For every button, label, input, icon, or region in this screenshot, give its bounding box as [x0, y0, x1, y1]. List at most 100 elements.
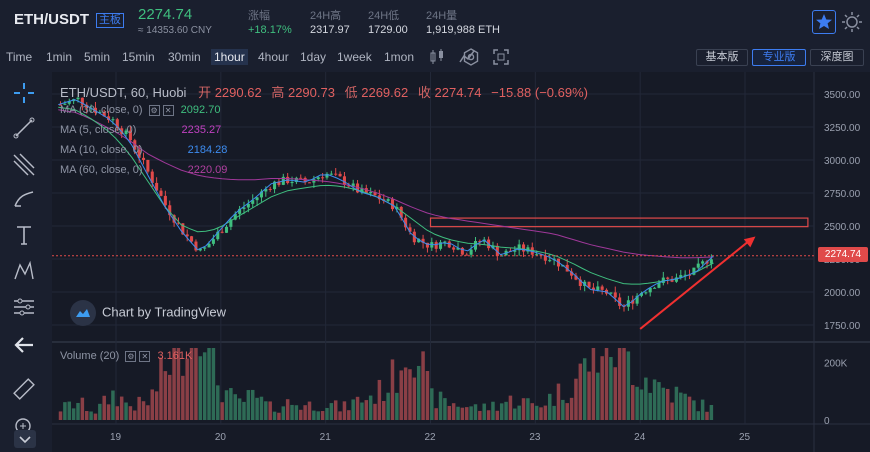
chevron-down-icon[interactable]	[14, 430, 36, 448]
volume-bar	[133, 410, 137, 420]
candle-body	[412, 231, 416, 243]
volume-bar	[250, 389, 255, 420]
trend-line-icon[interactable]	[11, 115, 37, 141]
symbol-label[interactable]: ETH/USDT, 60, Huobi	[60, 85, 187, 100]
candle-body	[513, 250, 517, 252]
candle-body	[351, 183, 355, 187]
board-tag: 主板	[96, 13, 124, 28]
timeframe-4hour[interactable]: 4hour	[258, 50, 289, 64]
timeframe-time[interactable]: Time	[6, 50, 33, 64]
theme-toggle-button[interactable]	[840, 10, 864, 34]
low-label: 低	[344, 85, 358, 100]
volume-bar	[281, 406, 286, 420]
candle-body	[198, 248, 202, 251]
ruler-icon[interactable]	[11, 376, 37, 402]
candle-body	[233, 213, 237, 220]
text-icon[interactable]	[11, 222, 37, 248]
measure-icon[interactable]	[11, 294, 37, 320]
candle-body	[181, 223, 185, 235]
ma30-legend: MA (30, close, 0) ⚙ ✕ 2092.70	[60, 104, 220, 116]
candle-body	[683, 274, 687, 276]
timeframe-1week[interactable]: 1week	[337, 50, 372, 64]
volume-bar	[347, 410, 351, 420]
candle-body	[666, 277, 670, 279]
timeframe-30min[interactable]: 30min	[168, 50, 201, 64]
candle-body	[609, 292, 613, 294]
candle-body	[639, 293, 644, 296]
trend-arrow-head	[743, 236, 756, 248]
volume-bar	[89, 411, 93, 420]
candle-body	[63, 103, 67, 105]
low-24h-label: 24H低	[368, 10, 400, 22]
candle-body	[543, 255, 547, 261]
mode-depth-button[interactable]: 深度图	[810, 49, 864, 66]
chart-area[interactable]: 3500.003250.003000.002750.002500.002250.…	[52, 72, 870, 452]
candle-body	[548, 260, 552, 262]
candle-body	[211, 239, 215, 244]
ma10-label: MA (10, close, 0)	[60, 144, 143, 156]
timeframe-1mon[interactable]: 1mon	[384, 50, 415, 64]
volume-bar	[565, 403, 569, 420]
price-chart[interactable]: 3500.003250.003000.002750.002500.002250.…	[52, 72, 870, 452]
candle-body	[216, 231, 220, 240]
close-icon[interactable]: ✕	[139, 350, 151, 362]
candle-type-icon[interactable]	[428, 48, 446, 66]
price-tick-label: 3250.00	[824, 123, 861, 134]
mode-basic-button[interactable]: 基本版	[696, 49, 748, 66]
tradingview-label: Chart by TradingView	[102, 304, 227, 320]
pitchfork-icon[interactable]	[11, 151, 37, 177]
ma5-label: MA (5, close, 0)	[60, 124, 137, 136]
price-tick-label: 1750.00	[824, 321, 861, 332]
candle-body	[679, 275, 683, 278]
volume-bar	[469, 406, 473, 420]
ma10-value: 2184.28	[187, 144, 228, 156]
volume-bar	[211, 348, 216, 420]
candle-body	[194, 241, 198, 251]
volume-bar	[194, 348, 198, 420]
volume-bar	[696, 411, 701, 420]
close-icon[interactable]: ✕	[162, 104, 174, 116]
volume-bar	[661, 387, 666, 420]
timeframe-1hour[interactable]: 1hour	[211, 49, 248, 65]
candle-body	[251, 200, 255, 204]
volume-bar	[495, 410, 500, 420]
volume-bar	[587, 371, 591, 420]
volume-bar	[652, 379, 657, 420]
arrow-left-icon[interactable]	[11, 332, 37, 358]
volume-bar	[71, 408, 76, 420]
timeframe-1min[interactable]: 1min	[46, 50, 73, 64]
candle-body	[356, 183, 360, 193]
tradingview-branding[interactable]: Chart by TradingView	[70, 300, 226, 326]
volume-bar	[609, 357, 613, 420]
pattern-icon[interactable]	[11, 258, 37, 284]
timeframe-1day[interactable]: 1day	[300, 50, 327, 64]
time-tick-label: 25	[739, 432, 751, 443]
fullscreen-icon[interactable]	[492, 48, 510, 66]
candle-body	[67, 101, 71, 104]
volume-bar	[338, 411, 342, 420]
crosshair-icon[interactable]	[11, 80, 37, 106]
volume-bar	[657, 382, 661, 420]
brush-icon[interactable]	[11, 186, 37, 212]
candle-body	[334, 173, 338, 175]
settings-icon[interactable]: ⚙	[148, 104, 160, 116]
volume-bar	[329, 403, 334, 420]
settings-icon[interactable]	[462, 48, 480, 66]
volume-bar	[224, 390, 229, 420]
volume-bar	[504, 401, 508, 420]
mode-pro-button[interactable]: 专业版	[752, 49, 806, 66]
volume-bar	[622, 348, 626, 420]
volume-bar	[277, 412, 281, 420]
volume-bar	[216, 385, 220, 420]
volume-value: 3.161K	[157, 350, 193, 362]
volume-bar	[421, 351, 425, 420]
settings-icon[interactable]: ⚙	[125, 350, 137, 362]
volume-bar	[163, 371, 168, 420]
candle-body	[661, 277, 665, 283]
timeframe-15min[interactable]: 15min	[122, 50, 155, 64]
ma5-legend: MA (5, close, 0) 2235.27	[60, 124, 221, 136]
favorite-button[interactable]	[812, 10, 836, 34]
timeframe-5min[interactable]: 5min	[84, 50, 111, 64]
pair-name[interactable]: ETH/USDT	[14, 11, 89, 28]
candle-body	[246, 203, 250, 208]
